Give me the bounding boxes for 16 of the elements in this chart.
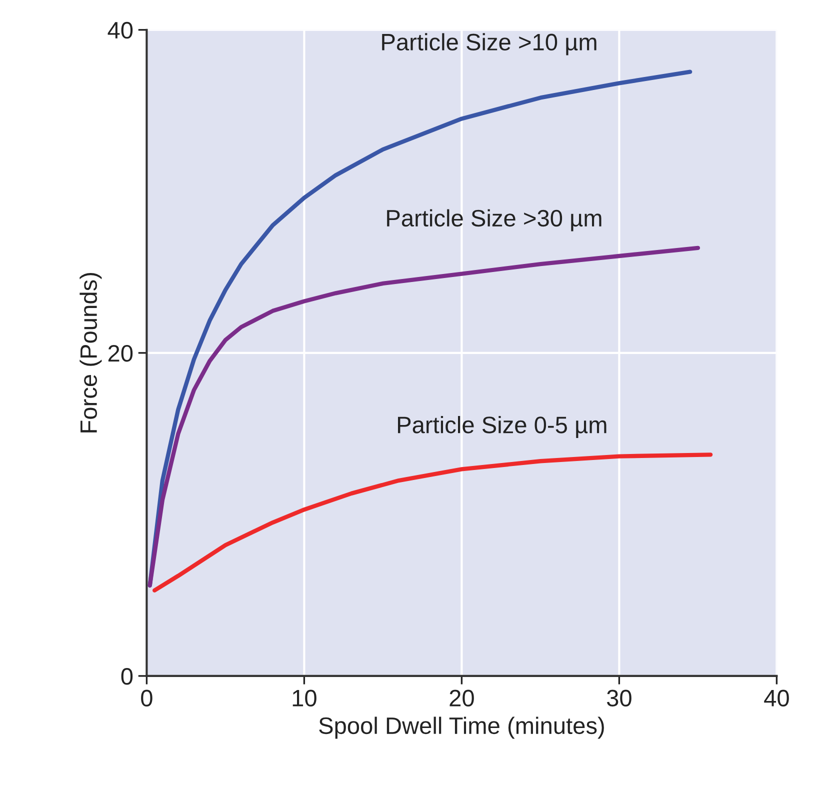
x-tick-label: 30 [606, 690, 632, 706]
y-tick-label: 0 [121, 668, 133, 685]
x-tick-label: 40 [764, 690, 789, 706]
line-series [152, 452, 713, 592]
series-label: Particle Size 0-5 µm [398, 416, 606, 438]
y-axis-title: Force (Pounds) [80, 273, 102, 432]
x-tick-label: 0 [141, 690, 152, 706]
series-label: Particle Size >30 µm [387, 209, 602, 232]
y-tick-label: 20 [108, 344, 133, 362]
line-series [148, 70, 692, 588]
line-series [148, 246, 700, 588]
x-tick-label: 20 [450, 690, 474, 706]
series-label: Particle Size >10 µm [382, 33, 596, 56]
x-axis-title: Spool Dwell Time (minutes) [319, 716, 604, 739]
x-tick-label: 10 [292, 690, 316, 706]
y-tick-label: 40 [108, 22, 133, 39]
